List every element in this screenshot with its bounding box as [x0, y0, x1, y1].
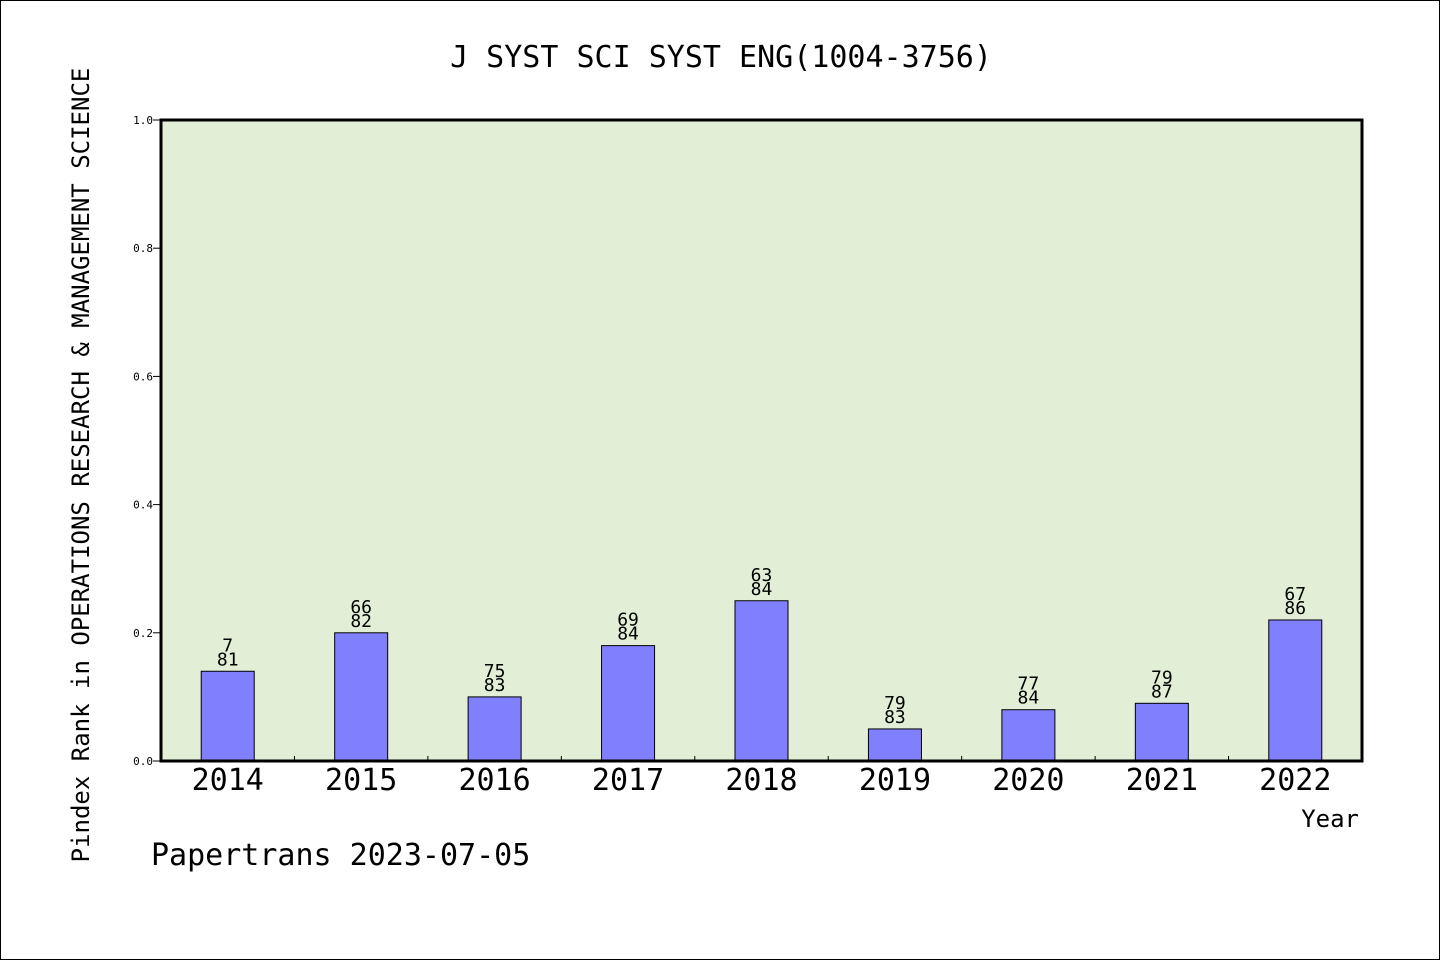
bar-total-label: 82 [350, 611, 372, 632]
bar-rank-label: 66 [350, 597, 372, 618]
bar-total-label: 83 [884, 707, 906, 728]
x-axis-label: Year [1301, 805, 1359, 833]
bar [734, 600, 789, 762]
bar [601, 645, 656, 762]
y-tick-label: 1.0 [133, 114, 153, 127]
x-ticks: 2014 2015 2016 2017 2018 2019 2020 2021 2022 [192, 756, 1331, 798]
bar [1268, 619, 1323, 762]
x-tick-label: 2017 [592, 763, 664, 798]
x-tick-label: 2014 [192, 763, 264, 798]
bar-rank-label: 67 [1284, 584, 1306, 605]
y-tick-label: 0.0 [133, 755, 153, 768]
bar-rank-label: 75 [484, 661, 506, 682]
y-tick-label: 0.8 [133, 242, 153, 255]
bar [1001, 709, 1056, 762]
x-tick-label: 2020 [992, 763, 1064, 798]
x-tick-label: 2016 [458, 763, 530, 798]
bar-rank-label: 79 [1151, 667, 1173, 688]
bar-total-label: 83 [484, 675, 506, 696]
x-tick-label: 2021 [1126, 763, 1198, 798]
bar-rank-label: 63 [751, 565, 773, 586]
y-tick-label: 0.2 [133, 627, 153, 640]
y-axis-label: Pindex Rank in OPERATIONS RESEARCH & MAN… [67, 68, 95, 863]
bar-total-label: 81 [217, 649, 239, 670]
y-tick-label: 0.4 [133, 499, 153, 512]
bar-total-label: 84 [1018, 688, 1040, 709]
x-tick-label: 2015 [325, 763, 397, 798]
chart-title: J SYST SCI SYST ENG(1004-3756) [450, 40, 992, 75]
bar-rank-label: 79 [884, 693, 906, 714]
bar-total-label: 84 [617, 624, 639, 645]
bar [1134, 702, 1189, 762]
bar [467, 696, 522, 762]
plot-border [159, 118, 1364, 763]
bar [334, 632, 389, 762]
bar-rank-label: 77 [1018, 674, 1040, 695]
bar-rank-label: 69 [617, 610, 639, 631]
footer-text: Papertrans 2023-07-05 [151, 838, 530, 873]
y-ticks: 0.0 0.2 0.4 0.6 0.8 1.0 [133, 114, 161, 768]
x-tick-label: 2018 [725, 763, 797, 798]
bar-rank-label: 7 [222, 635, 233, 656]
x-tick-label: 2019 [859, 763, 931, 798]
x-tick-label: 2022 [1259, 763, 1331, 798]
y-tick-label: 0.6 [133, 370, 153, 383]
bar-total-label: 84 [751, 579, 773, 600]
bar-total-label: 86 [1284, 598, 1306, 619]
bar [200, 670, 255, 762]
bar-total-label: 87 [1151, 681, 1173, 702]
bar [867, 728, 922, 762]
